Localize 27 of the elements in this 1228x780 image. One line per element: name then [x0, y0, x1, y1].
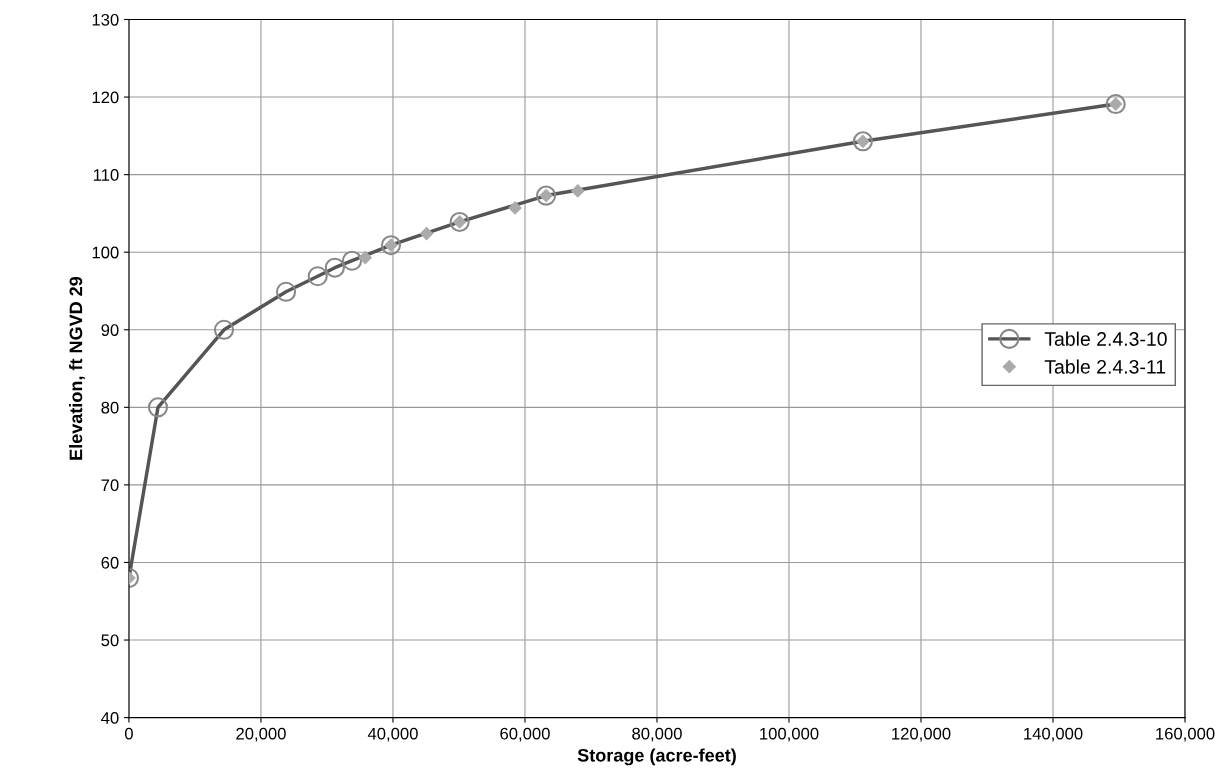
x-tick-label: 140,000: [1024, 727, 1083, 742]
y-tick-label: 110: [93, 169, 119, 181]
y-tick-label: 80: [101, 401, 119, 414]
y-tick-label: 40: [101, 712, 119, 724]
x-tick-label: 20,000: [236, 727, 286, 742]
legend-label: Table 2.4.3-10: [1044, 331, 1167, 346]
y-axis-title: Elevation, ft NGVD 29: [69, 276, 85, 460]
x-tick-label: 80,000: [632, 727, 682, 742]
x-tick-label: 0: [124, 727, 133, 740]
x-axis-title: Storage (acre-feet): [577, 748, 736, 766]
legend-label: Table 2.4.3-11: [1044, 359, 1166, 374]
x-tick-label: 60,000: [500, 727, 550, 742]
point: [420, 226, 434, 241]
x-tick-label: 40,000: [367, 727, 418, 742]
y-tick-label: 100: [92, 246, 119, 259]
x-tick-label: 160,000: [1156, 727, 1215, 742]
point: [358, 251, 372, 265]
point: [508, 201, 522, 215]
y-tick-label: 60: [101, 556, 119, 569]
y-tick-label: 90: [101, 324, 119, 336]
y-tick-label: 70: [101, 479, 119, 492]
y-tick-label: 120: [92, 91, 119, 104]
y-tick-label: 130: [92, 13, 119, 26]
point: [571, 184, 585, 198]
x-tick-label: 100,000: [760, 727, 819, 742]
y-tick-label: 50: [101, 634, 119, 647]
x-tick-label: 120,000: [892, 727, 951, 742]
